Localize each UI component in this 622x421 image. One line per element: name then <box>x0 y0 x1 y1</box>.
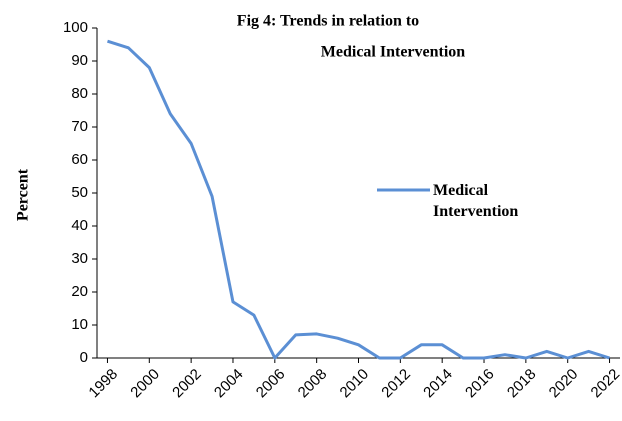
y-tick-label: 80 <box>71 85 88 102</box>
x-tick-label: 2012 <box>378 366 414 402</box>
x-tick-label: 2004 <box>211 366 247 402</box>
x-tick-label: 2022 <box>588 366 622 402</box>
y-tick-label: 0 <box>80 349 88 366</box>
x-tick-label: 2014 <box>420 366 456 402</box>
y-tick-label: 20 <box>71 283 88 300</box>
x-tick-label: 2006 <box>253 366 289 402</box>
x-tick-label: 2002 <box>169 366 205 402</box>
x-tick-label: 1998 <box>85 366 121 402</box>
y-tick-label: 70 <box>71 118 88 135</box>
y-tick-label: 100 <box>63 19 88 36</box>
x-tick-label: 2008 <box>295 366 331 402</box>
chart-title: Medical Intervention <box>321 44 466 61</box>
chart-title: Fig 4: Trends in relation to <box>237 13 419 30</box>
y-tick-label: 10 <box>71 316 88 333</box>
x-tick-label: 2010 <box>337 366 373 402</box>
y-tick-label: 60 <box>71 151 88 168</box>
x-tick-label: 2000 <box>127 366 163 402</box>
y-axis-label: Percent <box>15 168 32 221</box>
x-tick-label: 2020 <box>546 366 582 402</box>
x-tick-label: 2018 <box>504 366 540 402</box>
data-line <box>107 39 610 360</box>
x-tick-label: 2016 <box>462 366 498 402</box>
y-tick-label: 90 <box>71 52 88 69</box>
y-tick-label: 30 <box>71 250 88 267</box>
y-tick-label: 50 <box>71 184 88 201</box>
legend-label: Medical Intervention <box>433 182 519 220</box>
y-tick-label: 40 <box>71 217 88 234</box>
